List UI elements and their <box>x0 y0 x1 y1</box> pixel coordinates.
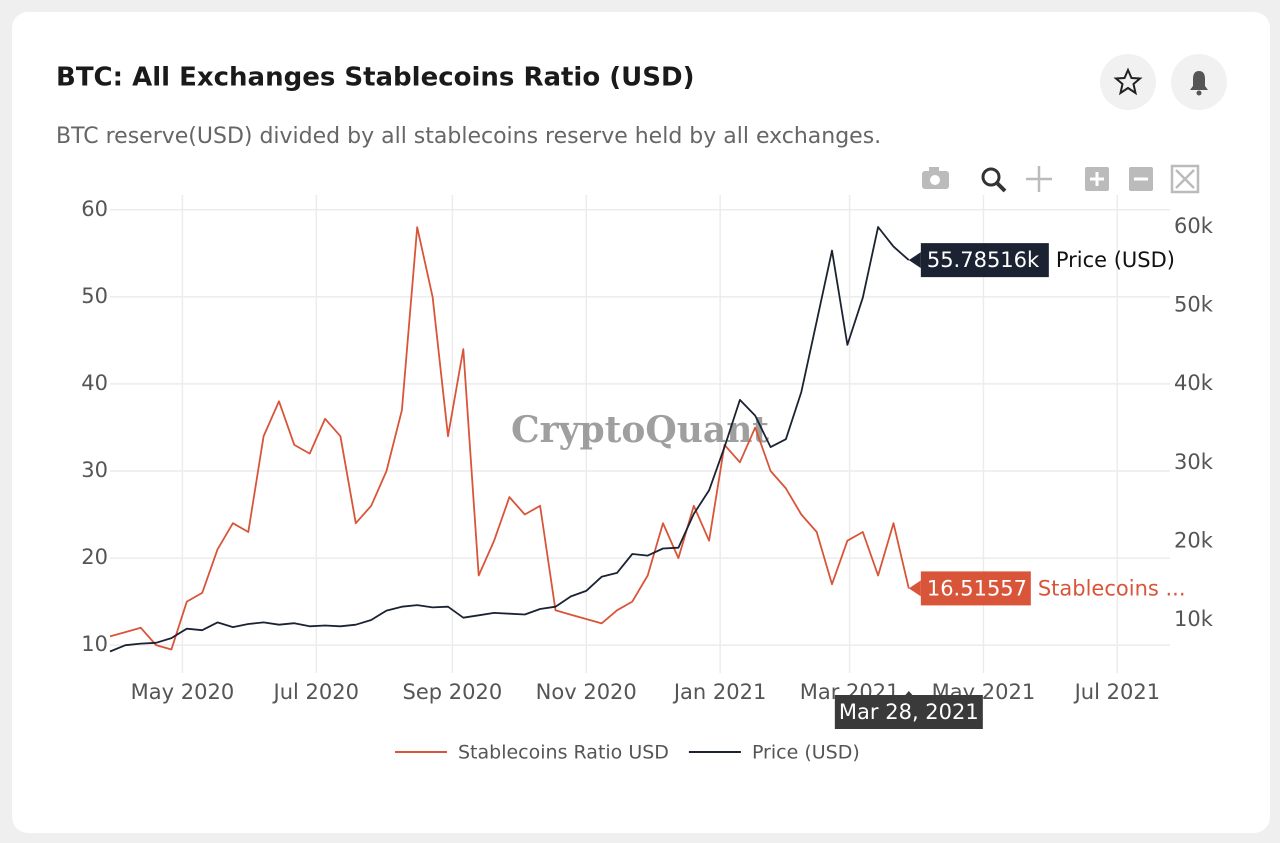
hover-value: 55.78516k <box>927 248 1040 272</box>
y2-tick-label: 60k <box>1174 214 1214 238</box>
y-tick-label: 40 <box>81 371 108 395</box>
title: BTC: All Exchanges Stablecoins Ratio (US… <box>56 63 694 93</box>
hover-name: Price (USD) <box>1056 248 1175 272</box>
hover-box <box>920 571 1031 606</box>
plot-area: May 2020 Jul 2020 Sep 2020 Nov 2020 Jan 2021… <box>81 195 1214 764</box>
autoscale-button[interactable] <box>1170 164 1200 194</box>
x-tick-label: Jan 2021 <box>672 680 767 704</box>
camera-button[interactable] <box>922 167 949 189</box>
legend-label: Price (USD) <box>752 742 860 764</box>
toolbar <box>922 164 1200 194</box>
legend-label: Stablecoins Ratio USD <box>458 742 669 764</box>
card <box>12 12 1270 833</box>
hover-x-label: Mar 28, 2021 <box>839 700 979 724</box>
subtitle: BTC reserve(USD) divided by all stableco… <box>56 124 881 149</box>
alert-button[interactable] <box>1171 54 1227 110</box>
hover-x-box <box>834 695 983 729</box>
y-tick-label: 60 <box>81 197 108 221</box>
zoom-button[interactable] <box>981 167 1007 193</box>
pan-button[interactable] <box>1026 166 1052 192</box>
zoom-out-button[interactable] <box>1129 167 1153 191</box>
zoom-in-button[interactable] <box>1085 167 1109 191</box>
y-tick-label: 50 <box>81 284 108 308</box>
x-tick-label: Sep 2020 <box>403 680 503 704</box>
y2-tick-label: 20k <box>1174 528 1214 552</box>
y2-tick-label: 40k <box>1174 371 1214 395</box>
series-line <box>109 226 910 653</box>
hover-value: 16.51557 <box>927 576 1027 600</box>
hover-pointer <box>908 580 921 597</box>
y-tick-label: 10 <box>81 632 108 656</box>
y-tick-label: 20 <box>81 545 108 569</box>
hover-pointer <box>908 252 921 269</box>
star-button[interactable] <box>1100 54 1156 110</box>
hover-name: Stablecoins ... <box>1038 576 1186 600</box>
y2-tick-label: 50k <box>1174 293 1214 317</box>
x-tick-label: Nov 2020 <box>536 680 637 704</box>
y2-tick-label: 30k <box>1174 450 1214 474</box>
y2-tick-label: 10k <box>1174 607 1214 631</box>
y-tick-label: 30 <box>81 458 108 482</box>
x-tick-label: Jul 2021 <box>1073 680 1160 704</box>
x-tick-label: Jul 2020 <box>272 680 359 704</box>
x-tick-label: May 2020 <box>131 680 235 704</box>
series-line <box>109 226 910 651</box>
hover-box <box>920 243 1049 278</box>
